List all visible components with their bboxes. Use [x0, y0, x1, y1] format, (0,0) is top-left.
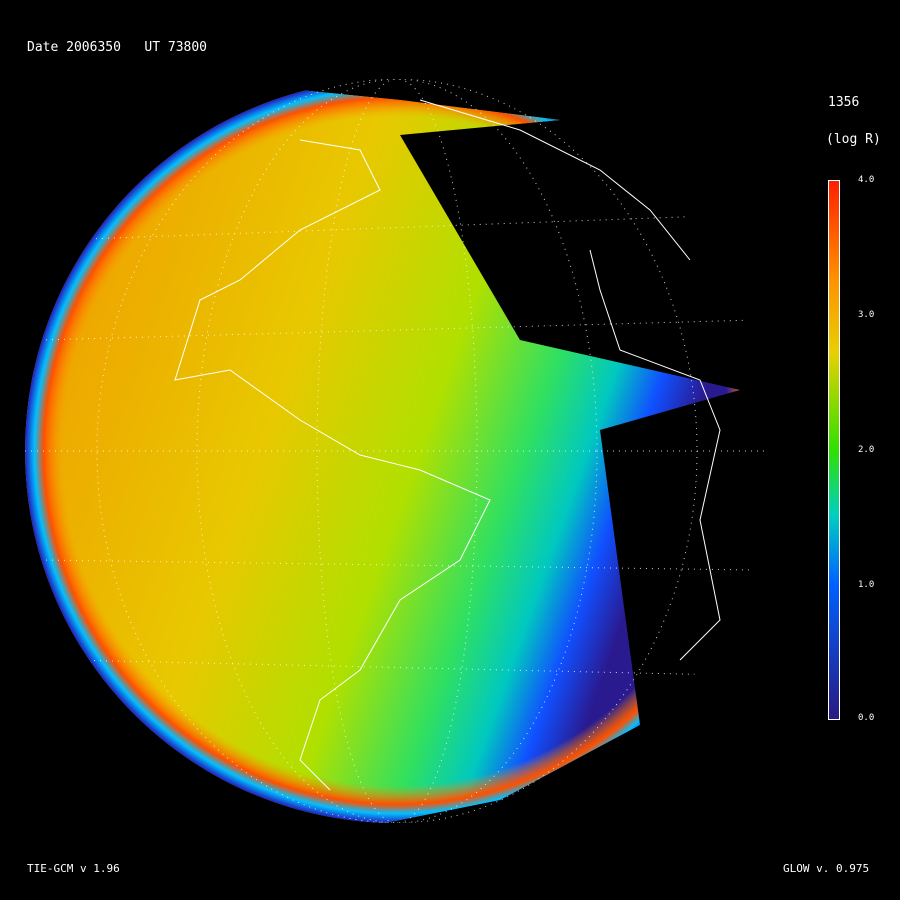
colorbar-tick-1: 1.0 [858, 580, 875, 590]
colorbar-units: (log R) [826, 132, 881, 147]
graticule [25, 79, 769, 823]
model-right-label: GLOW v. 0.975 [783, 862, 870, 875]
colorbar-tick-0: 0.0 [858, 713, 875, 723]
date-time-label: Date 2006350 UT 73800 [27, 40, 208, 55]
colorbar-tick-2: 2.0 [858, 445, 875, 455]
colorbar-tick-4: 4.0 [858, 175, 875, 185]
colorbar [828, 180, 840, 720]
model-left-label: TIE-GCM v 1.96 [27, 862, 120, 875]
coastlines [174, 99, 721, 791]
colorbar-tick-3: 3.0 [858, 310, 875, 320]
colorbar-title: 1356 [828, 95, 860, 110]
dayside-limb-ring [25, 79, 740, 823]
